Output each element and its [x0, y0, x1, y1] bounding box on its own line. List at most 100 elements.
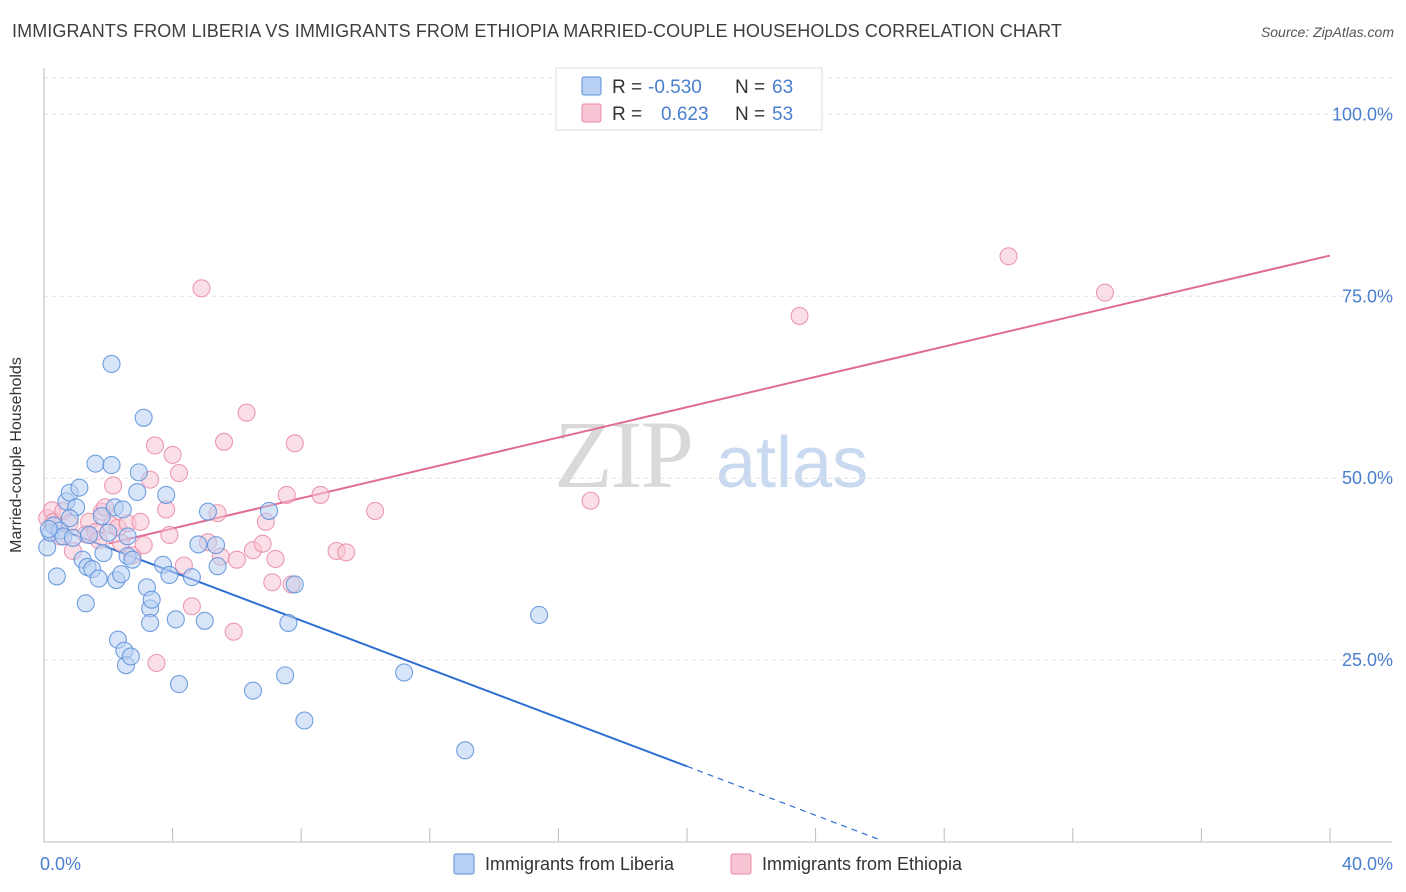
liberia-point	[276, 666, 295, 685]
liberia-point	[129, 463, 148, 482]
liberia-point	[208, 557, 227, 576]
trendline-liberia	[43, 522, 881, 841]
liberia-point	[102, 456, 121, 475]
ethiopia-point	[147, 653, 166, 673]
liberia-point	[63, 528, 82, 547]
ethiopia-point	[253, 534, 272, 553]
liberia-point	[94, 544, 113, 563]
y-tick-label-100: 100.0%	[1332, 104, 1393, 124]
liberia-point	[456, 741, 475, 760]
ethiopia-point	[224, 622, 243, 641]
ethiopia-point	[285, 434, 304, 453]
source-credit: Source: ZipAtlas.com	[1260, 24, 1394, 40]
ethiopia-point	[169, 464, 189, 483]
ethiopia-point	[145, 436, 164, 455]
liberia-point	[60, 509, 79, 528]
liberia-point	[157, 485, 176, 504]
ethiopia-point	[104, 476, 123, 495]
liberia-point	[89, 569, 108, 588]
liberia-point	[70, 478, 89, 497]
ethiopia-point	[163, 445, 182, 464]
liberia-point	[79, 525, 99, 544]
liberia-point	[259, 501, 279, 520]
series-liberia-points	[38, 354, 549, 760]
liberia-point	[198, 502, 218, 521]
liberia-point	[86, 454, 105, 473]
ethiopia-point	[214, 432, 234, 451]
stats-ethiopia-swatch	[581, 103, 602, 123]
ethiopia-point	[366, 501, 385, 520]
chart-title: IMMIGRANTS FROM LIBERIA VS IMMIGRANTS FR…	[12, 21, 1062, 41]
watermark-zip: ZIP	[554, 401, 692, 508]
liberia-point	[134, 408, 153, 427]
liberia-point	[530, 605, 549, 625]
legend-ethiopia-swatch[interactable]	[730, 853, 752, 875]
y-tick-label-50: 50.0%	[1342, 468, 1393, 488]
stats-liberia-r-label: R =	[612, 77, 642, 98]
liberia-point	[166, 610, 185, 629]
liberia-point	[169, 675, 189, 694]
ethiopia-point	[311, 485, 330, 504]
series-legend: Immigrants from Liberia Immigrants from …	[453, 853, 963, 875]
liberia-point	[92, 506, 111, 526]
liberia-point	[118, 527, 137, 546]
stats-ethiopia-n-value: 53	[772, 104, 793, 125]
legend-ethiopia-label[interactable]: Immigrants from Ethiopia	[762, 854, 963, 874]
liberia-point	[128, 482, 147, 502]
liberia-point	[47, 567, 66, 586]
liberia-point	[39, 520, 58, 539]
stats-ethiopia-n-label: N =	[735, 104, 765, 125]
liberia-point	[76, 594, 95, 613]
liberia-point	[160, 565, 179, 585]
grid-lines	[44, 77, 1392, 661]
liberia-point	[206, 536, 226, 555]
ethiopia-point	[182, 597, 201, 616]
liberia-point	[285, 575, 304, 594]
liberia-point	[243, 681, 263, 700]
legend-liberia-swatch[interactable]	[453, 853, 475, 875]
liberia-point	[182, 568, 201, 587]
axes	[43, 68, 1392, 843]
liberia-point	[279, 613, 298, 633]
liberia-point	[142, 590, 161, 609]
ethiopia-point	[134, 536, 153, 555]
liberia-point	[99, 523, 118, 542]
tick-labels: 25.0% 50.0% 75.0% 100.0% 0.0% 40.0%	[40, 104, 1393, 874]
trendline-liberia-dashed	[686, 765, 881, 841]
ethiopia-point	[999, 247, 1018, 266]
stats-liberia-n-value: 63	[772, 77, 793, 98]
ethiopia-point	[337, 543, 356, 562]
liberia-point	[195, 611, 214, 630]
liberia-point	[102, 354, 121, 374]
liberia-point	[395, 663, 414, 682]
ethiopia-point	[227, 550, 246, 569]
liberia-point	[112, 565, 131, 584]
legend-liberia-label[interactable]: Immigrants from Liberia	[485, 854, 675, 874]
ethiopia-point	[192, 279, 211, 298]
liberia-point	[113, 500, 132, 519]
ethiopia-point	[237, 403, 256, 422]
ethiopia-point	[790, 306, 809, 325]
ethiopia-point	[263, 573, 282, 592]
stats-liberia-n-label: N =	[735, 77, 765, 98]
liberia-point	[141, 613, 160, 633]
ethiopia-point	[1095, 283, 1114, 302]
stats-legend: R = -0.530 N = 63 R = 0.623 N = 53	[555, 67, 823, 131]
watermark: ZIP atlas	[554, 401, 868, 508]
liberia-point	[123, 550, 142, 569]
ethiopia-point	[581, 491, 600, 510]
y-tick-label-75: 75.0%	[1342, 286, 1393, 306]
ethiopia-point	[277, 485, 296, 504]
ethiopia-point	[131, 512, 150, 531]
liberia-point	[121, 647, 140, 666]
x-tick-label-0: 0.0%	[40, 854, 81, 874]
trendline-liberia-solid	[43, 522, 688, 768]
ethiopia-point	[160, 525, 179, 544]
stats-ethiopia-r-value: 0.623	[661, 104, 709, 125]
x-tick-label-40: 40.0%	[1342, 854, 1393, 874]
liberia-point	[295, 711, 314, 730]
stats-ethiopia-r-label: R =	[612, 104, 642, 125]
stats-liberia-swatch	[581, 76, 602, 96]
